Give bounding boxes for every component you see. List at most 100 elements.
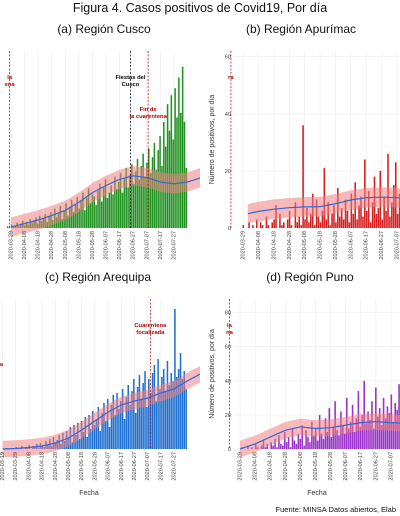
bar (316, 440, 319, 449)
bar (377, 208, 380, 228)
bar (282, 445, 284, 449)
bar (117, 181, 120, 228)
x-tick-label: 2020-04-18 (268, 452, 274, 481)
bar (121, 389, 124, 449)
panel-title: (d) Región Puno (266, 270, 354, 284)
bar (276, 447, 278, 449)
bar (166, 361, 169, 449)
bar (291, 428, 294, 449)
bar (332, 426, 334, 449)
bar (162, 369, 165, 449)
x-tick-label: 2020-04-18 (40, 452, 46, 481)
bar (6, 226, 9, 228)
bar (304, 219, 306, 228)
bar (281, 225, 283, 228)
bar (101, 413, 103, 449)
bar (84, 210, 86, 228)
bar (369, 420, 371, 449)
bar (170, 95, 173, 228)
bar (350, 193, 353, 228)
x-tick-label: 2020-06-27 (373, 452, 379, 481)
bar (106, 399, 109, 449)
bar (131, 391, 133, 449)
bar (151, 157, 154, 228)
bar (261, 225, 264, 228)
bar (82, 432, 85, 449)
y-tick-label: 40 (225, 379, 231, 385)
bar (100, 201, 103, 228)
bar (114, 415, 116, 449)
y-tick-label: 80 (225, 311, 231, 317)
x-tick-label: 2020-04-28 (53, 452, 59, 481)
bar (133, 379, 135, 449)
x-tick-label: 2020-06-17 (119, 452, 125, 481)
bar (140, 399, 143, 449)
y-tick-label: 0 (228, 226, 231, 232)
bar (93, 196, 95, 228)
bar (140, 166, 143, 228)
bar (116, 393, 118, 449)
bar (110, 185, 112, 228)
y-axis-label: Número de positivos, por día (209, 329, 216, 419)
bar (78, 439, 81, 449)
x-tick-label: 2020-03-19 (0, 452, 6, 481)
bar (326, 431, 329, 449)
bar (278, 435, 280, 449)
bar (170, 373, 172, 449)
x-axis-label: Fecha (79, 490, 99, 497)
bar (385, 210, 387, 228)
x-tick-label: 2020-07-17 (158, 231, 164, 260)
bar (116, 189, 118, 228)
bar (149, 393, 152, 449)
bar (388, 413, 391, 449)
bar (78, 208, 80, 228)
bar (342, 425, 344, 449)
bar (270, 442, 272, 449)
x-tick-label: 2020-04-08 (26, 452, 32, 481)
bar (248, 222, 250, 228)
x-tick-label: 2020-04-28 (49, 231, 55, 260)
bar (161, 166, 163, 228)
bar (102, 187, 105, 228)
trend-line (247, 196, 400, 215)
bar (72, 212, 75, 228)
bar (367, 190, 370, 228)
x-tick-label: 2020-06-17 (358, 452, 364, 481)
x-tick-label: 2020-05-28 (328, 452, 334, 481)
bar (146, 162, 148, 228)
bar (392, 421, 395, 449)
confidence-band (240, 413, 400, 458)
x-tick-label: 2020-05-18 (313, 452, 319, 481)
bar (303, 445, 305, 449)
x-tick-label: 2020-06-27 (132, 452, 138, 481)
annotation-label: ra (228, 75, 234, 81)
bar (338, 435, 340, 449)
bar (288, 210, 291, 228)
bar (373, 428, 375, 449)
bar (99, 431, 101, 449)
panel-title: (a) Región Cusco (57, 22, 151, 36)
bar (104, 179, 107, 228)
bar (155, 169, 158, 228)
bar (305, 430, 307, 449)
bar (285, 442, 288, 449)
x-tick-label: 2020-04-18 (36, 231, 42, 260)
bar (283, 431, 286, 449)
bar (80, 201, 82, 228)
bar (286, 219, 289, 228)
annotation-label: la ena (5, 75, 16, 88)
bar (264, 447, 267, 449)
bar (172, 381, 174, 449)
bar (331, 213, 333, 228)
bar (344, 199, 347, 228)
bar (359, 426, 362, 449)
x-tick-label: 2020-05-18 (76, 231, 82, 260)
bar (155, 401, 158, 449)
bar (355, 418, 358, 449)
y-axis-label: Número de positivos, por día (209, 95, 216, 185)
bar (317, 216, 320, 228)
x-tick-label: 2020-05-28 (90, 231, 96, 260)
bar (123, 419, 126, 449)
bar (344, 433, 346, 449)
